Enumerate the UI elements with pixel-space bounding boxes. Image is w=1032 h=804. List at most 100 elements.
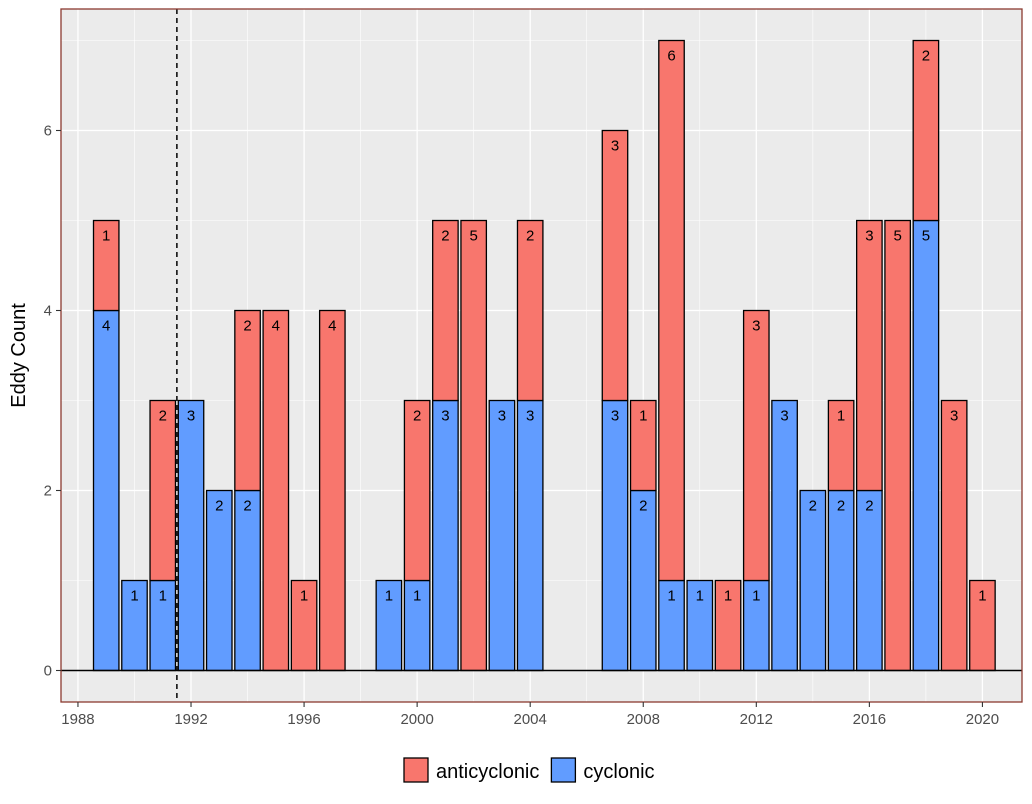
bar-anticyclonic-2019 [940,399,968,672]
bar-label-anticyclonic-2018: 2 [922,48,930,65]
bar-anticyclonic-1995 [262,309,290,672]
bar-label-anticyclonic-2011: 1 [724,588,732,605]
legend-key-cyclonic [550,757,577,783]
bar-cyclonic-2015 [827,489,855,672]
bar-cyclonic-2003 [488,399,516,672]
x-axis: 1988 1992 1996 2000 2004 2008 2012 2016 2020 [61,702,999,728]
bar-label-cyclonic-1990: 1 [130,588,138,605]
y-tick-label: 6 [44,123,52,140]
bar-anticyclonic-2007 [601,129,629,402]
bar-anticyclonic-2015 [827,399,855,492]
bar-cyclonic-2008 [629,489,657,672]
x-tick-label: 1988 [61,711,94,728]
bar-labels: 4 1 1 3 2 2 1 1 3 3 3 3 2 1 1 1 3 2 2 2 5 1 2 2 4 1 4 2 2 5 2 3 1 6 1 3 1 3 5 2… [102,48,987,605]
bar-label-anticyclonic-1995: 4 [272,318,280,335]
x-tick-label: 1992 [174,711,207,728]
bar-anticyclonic-2002 [460,219,488,672]
x-tick-label: 2000 [400,711,433,728]
bar-anticyclonic-1997 [318,309,346,672]
bar-label-cyclonic-2003: 3 [498,408,506,425]
y-tick-label: 4 [44,303,52,320]
x-tick-label: 1996 [287,711,320,728]
plot-border [60,8,1023,703]
bar-anticyclonic-2009 [658,39,685,582]
bar-label-cyclonic-1992: 3 [187,408,195,425]
bar-label-cyclonic-2012: 1 [752,588,760,605]
bar-label-cyclonic-1993: 2 [215,498,223,515]
bar-label-cyclonic-2013: 3 [780,408,788,425]
bar-anticyclonic-2001 [432,219,459,402]
bar-label-cyclonic-2007: 3 [611,408,619,425]
bar-label-anticyclonic-1996: 1 [300,588,308,605]
bar-anticyclonic-2017 [884,219,912,672]
bar-label-anticyclonic-2017: 5 [893,228,901,245]
bar-label-cyclonic-1991: 1 [159,588,167,605]
bar-anticyclonic-1989 [92,219,120,312]
bar-label-anticyclonic-1994: 2 [243,318,251,335]
bar-cyclonic-2012 [742,579,770,672]
bar-label-anticyclonic-2004: 2 [526,228,534,245]
bar-label-cyclonic-2016: 2 [865,498,873,515]
bar-anticyclonic-2020 [969,579,996,672]
bar-label-cyclonic-1989: 4 [102,318,110,335]
bar-label-anticyclonic-1991: 2 [159,408,167,425]
x-tick-label: 2016 [853,711,886,728]
y-axis-title: Eddy Count [8,303,30,408]
legend-label-anticyclonic: anticyclonic [436,761,539,783]
bar-label-anticyclonic-2020: 1 [978,588,986,605]
bar-cyclonic-2007 [601,399,629,672]
bar-label-cyclonic-2001: 3 [441,408,449,425]
bar-cyclonic-2009 [658,579,685,672]
bar-anticyclonic-2018 [912,39,940,222]
bar-label-cyclonic-2004: 3 [526,408,534,425]
bar-cyclonic-2018 [912,219,940,672]
bar-label-anticyclonic-2009: 6 [667,48,675,65]
x-tick-label: 2008 [627,711,660,728]
bar-cyclonic-1993 [205,489,233,672]
bar-anticyclonic-2011 [714,579,742,672]
bar-label-anticyclonic-1997: 4 [328,318,336,335]
bar-label-anticyclonic-2007: 3 [611,138,619,155]
bar-label-anticyclonic-2008: 1 [639,408,647,425]
bar-label-anticyclonic-2019: 3 [950,408,958,425]
bar-label-cyclonic-2009: 1 [667,588,675,605]
bar-cyclonic-1992 [177,399,205,672]
y-tick-label: 2 [44,483,52,500]
bar-anticyclonic-2012 [742,309,770,582]
y-tick-label: 0 [44,663,52,680]
legend-label-cyclonic: cyclonic [583,761,654,783]
bar-label-cyclonic-2000: 1 [413,588,421,605]
bar-label-anticyclonic-1989: 1 [102,228,110,245]
bars [92,39,996,672]
bar-label-anticyclonic-2015: 1 [837,408,845,425]
bar-cyclonic-1999 [375,579,403,672]
bar-anticyclonic-2016 [856,219,883,492]
bar-label-anticyclonic-2000: 2 [413,408,421,425]
bar-cyclonic-2004 [516,399,544,672]
bar-cyclonic-2001 [432,399,459,672]
bar-label-cyclonic-2018: 5 [922,228,930,245]
bar-cyclonic-2000 [403,579,431,672]
bar-cyclonic-2014 [799,489,827,672]
bar-cyclonic-1989 [92,309,120,672]
y-axis: 0 2 4 6 [44,123,61,680]
bar-label-cyclonic-1999: 1 [385,588,393,605]
bar-anticyclonic-1991 [149,399,177,582]
bar-label-cyclonic-1994: 2 [243,498,251,515]
bar-anticyclonic-2004 [516,219,544,402]
bar-anticyclonic-2008 [629,399,657,492]
x-tick-label: 2020 [966,711,999,728]
bar-label-anticyclonic-2002: 5 [469,228,477,245]
bar-cyclonic-1994 [234,489,261,672]
bar-label-cyclonic-2008: 2 [639,498,647,515]
bar-label-cyclonic-2015: 2 [837,498,845,515]
bar-anticyclonic-2000 [403,399,431,582]
bar-cyclonic-2013 [771,399,798,672]
legend: anticyclonic cyclonic [403,757,655,783]
bar-label-anticyclonic-2001: 2 [441,228,449,245]
bar-cyclonic-2010 [686,579,714,672]
x-tick-label: 2004 [514,711,547,728]
bar-label-anticyclonic-2016: 3 [865,228,873,245]
legend-key-anticyclonic [403,757,429,783]
